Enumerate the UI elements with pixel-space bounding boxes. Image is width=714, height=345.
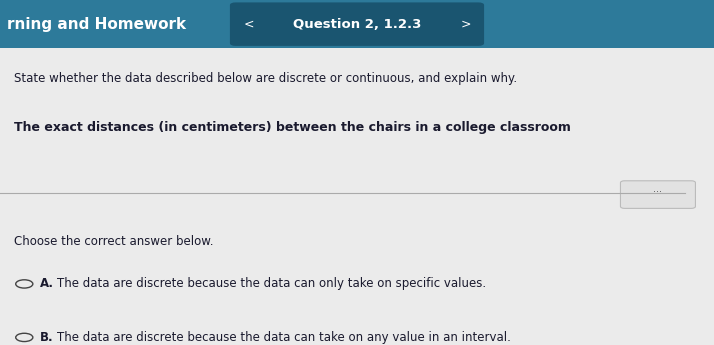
FancyBboxPatch shape <box>620 181 695 208</box>
Text: Question 2, 1.2.3: Question 2, 1.2.3 <box>293 18 421 31</box>
Text: <: < <box>243 18 253 31</box>
Text: The exact distances (in centimeters) between the chairs in a college classroom: The exact distances (in centimeters) bet… <box>14 121 571 134</box>
Text: B.: B. <box>40 331 54 344</box>
Text: State whether the data described below are discrete or continuous, and explain w: State whether the data described below a… <box>14 72 518 86</box>
Text: ···: ··· <box>653 188 662 197</box>
Text: The data are discrete because the data can only take on specific values.: The data are discrete because the data c… <box>57 277 486 290</box>
Text: A.: A. <box>40 277 54 290</box>
Text: The data are discrete because the data can take on any value in an interval.: The data are discrete because the data c… <box>57 331 511 344</box>
Text: >: > <box>461 18 471 31</box>
FancyBboxPatch shape <box>0 0 714 48</box>
Text: Choose the correct answer below.: Choose the correct answer below. <box>14 235 213 248</box>
Text: rning and Homework: rning and Homework <box>7 17 186 32</box>
FancyBboxPatch shape <box>230 2 484 46</box>
